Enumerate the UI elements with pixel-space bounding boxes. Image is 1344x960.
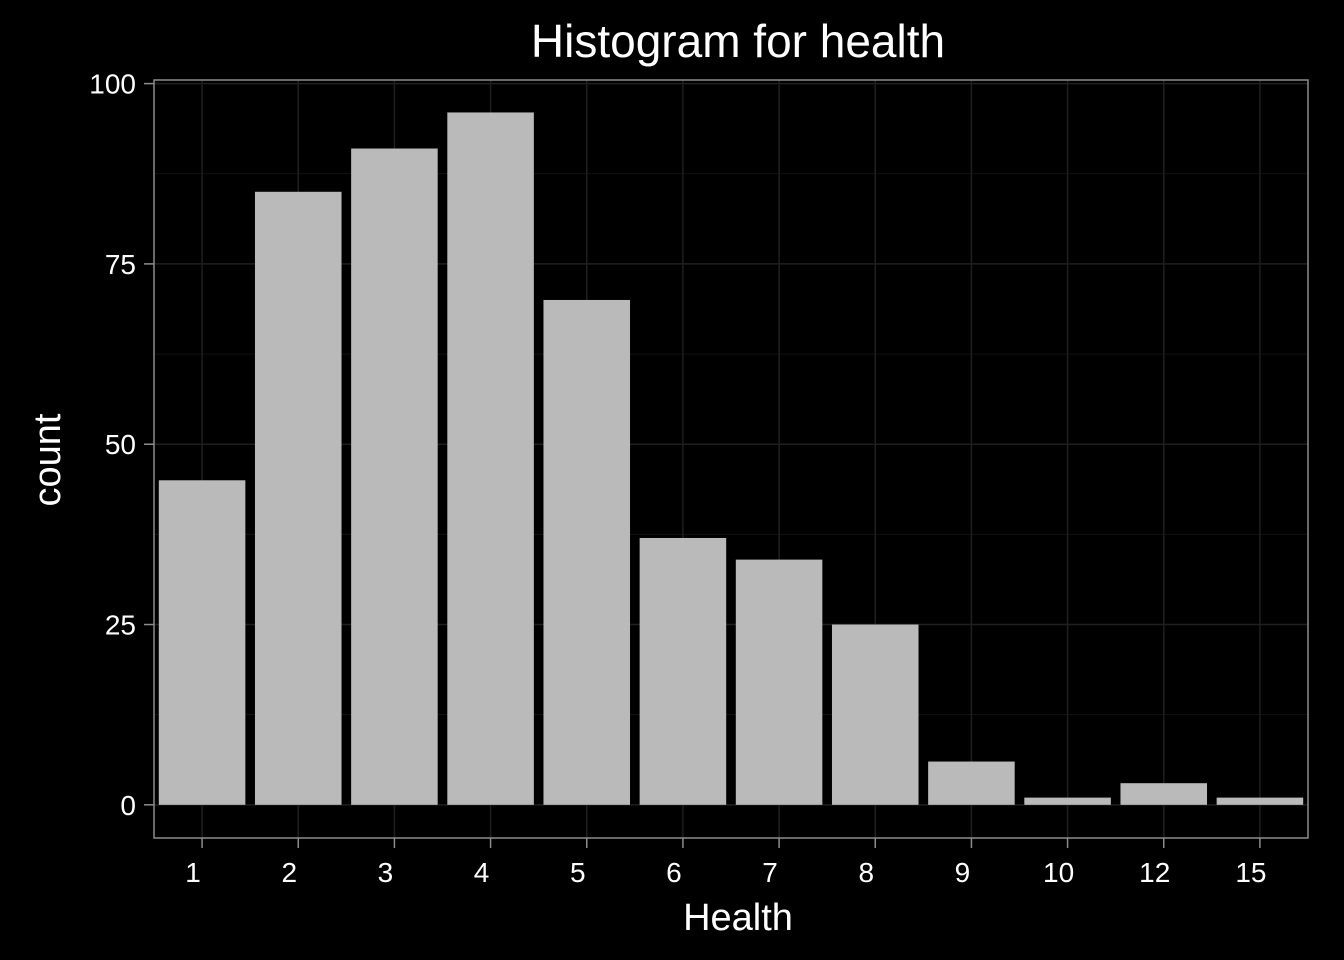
- x-tick-label: 8: [858, 857, 874, 888]
- bar: [254, 191, 342, 805]
- panel-border: [153, 79, 1309, 839]
- y-tick-label: 50: [105, 429, 136, 460]
- x-tick-label: 9: [955, 857, 971, 888]
- bar: [351, 148, 438, 805]
- y-tick-label: 0: [120, 790, 136, 821]
- bar: [1216, 797, 1304, 805]
- y-tick-label: 25: [105, 610, 136, 641]
- bar: [447, 112, 534, 805]
- bar: [1024, 797, 1111, 805]
- x-tick-label: 2: [281, 857, 297, 888]
- grid: [154, 80, 1308, 838]
- bar: [158, 480, 246, 805]
- bar: [928, 761, 1015, 805]
- x-tick-label: 1: [185, 857, 201, 888]
- y-axis-title: count: [27, 413, 69, 506]
- x-axis: 1 2 3 4 5 6 7 8 9 10 12 15: [185, 838, 1266, 888]
- bar: [735, 559, 823, 805]
- x-axis-title: Health: [683, 897, 793, 939]
- x-tick-label: 10: [1043, 857, 1074, 888]
- bar: [639, 537, 727, 805]
- x-tick-label: 7: [762, 857, 778, 888]
- x-tick-label: 12: [1139, 857, 1170, 888]
- x-tick-label: 5: [570, 857, 586, 888]
- x-tick-label: 4: [474, 857, 490, 888]
- plot-panel: [154, 80, 1308, 838]
- x-tick-label: 3: [378, 857, 394, 888]
- y-tick-label: 75: [105, 249, 136, 280]
- x-tick-label: 6: [666, 857, 682, 888]
- chart-title: Histogram for health: [531, 15, 945, 67]
- bar: [1120, 783, 1208, 805]
- x-tick-label: 15: [1235, 857, 1266, 888]
- bars: [158, 112, 1304, 805]
- bar: [543, 299, 631, 805]
- y-tick-label: 100: [89, 69, 136, 100]
- bar: [831, 624, 919, 805]
- y-axis: 0 25 50 75 100: [89, 69, 154, 821]
